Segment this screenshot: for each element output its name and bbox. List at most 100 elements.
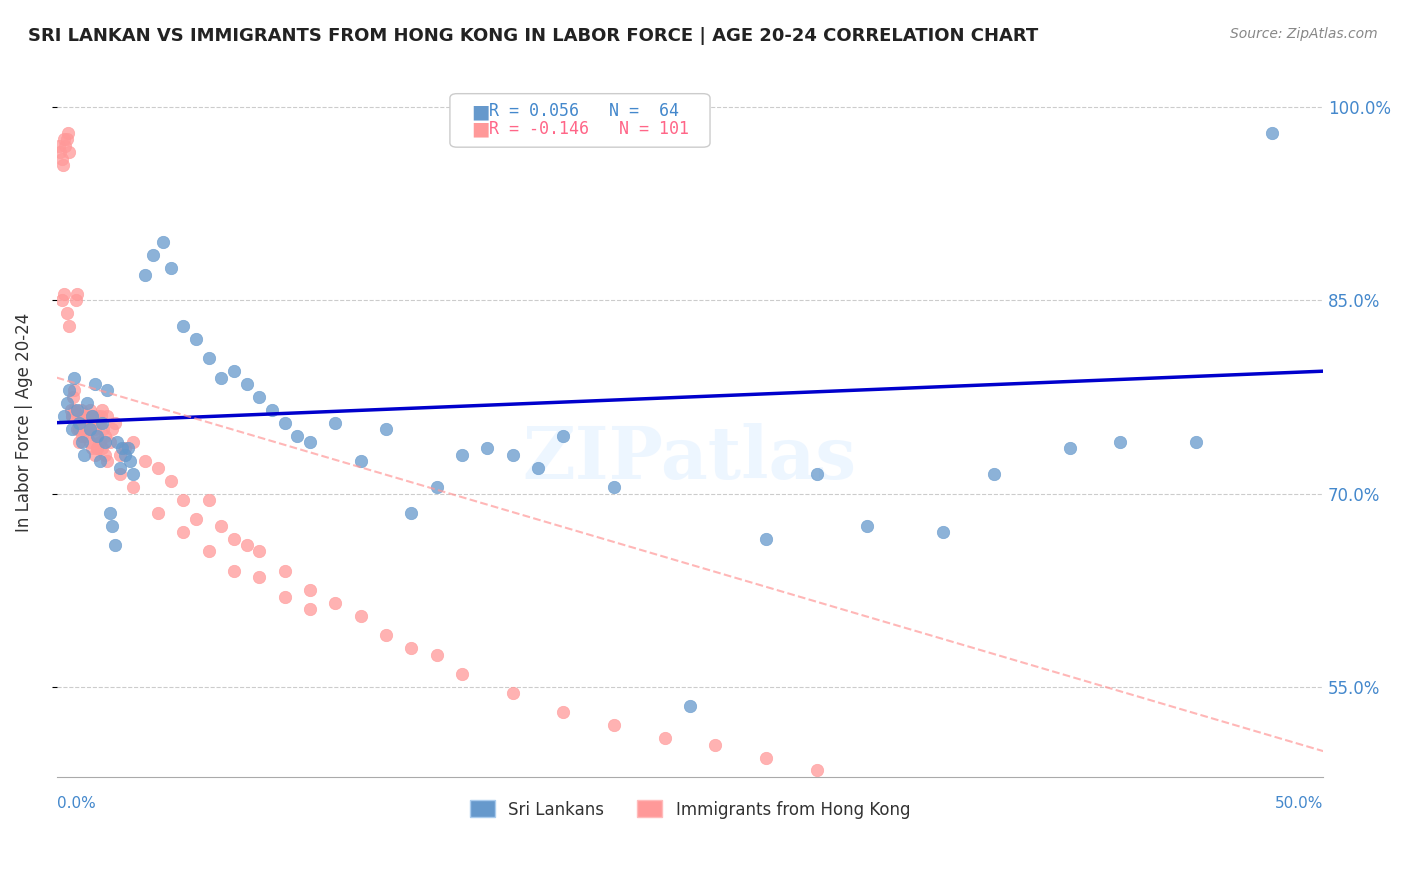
- Point: [51, 293, 73, 308]
- Point: [323, 416, 346, 430]
- Point: [72, 409, 94, 424]
- Text: R = 0.056   N =  64: R = 0.056 N = 64: [489, 103, 679, 120]
- Point: [142, 248, 165, 262]
- Point: [374, 628, 396, 642]
- Point: [70, 416, 93, 430]
- Point: [298, 583, 321, 598]
- Point: [82, 409, 104, 424]
- Point: [426, 480, 449, 494]
- Point: [79, 402, 101, 417]
- Point: [101, 518, 124, 533]
- Point: [298, 435, 321, 450]
- Point: [89, 454, 111, 468]
- Text: Source: ZipAtlas.com: Source: ZipAtlas.com: [1230, 27, 1378, 41]
- Point: [222, 564, 245, 578]
- Point: [76, 428, 98, 442]
- Point: [983, 467, 1005, 482]
- Point: [172, 493, 194, 508]
- Point: [247, 390, 270, 404]
- Point: [114, 442, 136, 456]
- Point: [502, 686, 524, 700]
- Point: [856, 518, 879, 533]
- Point: [60, 409, 83, 424]
- Point: [114, 448, 136, 462]
- Point: [121, 467, 143, 482]
- Point: [553, 706, 575, 720]
- Point: [553, 428, 575, 442]
- Point: [56, 126, 79, 140]
- Point: [451, 666, 474, 681]
- Point: [96, 384, 118, 398]
- Point: [222, 364, 245, 378]
- Point: [146, 460, 169, 475]
- Point: [83, 377, 105, 392]
- Point: [49, 145, 72, 160]
- Point: [247, 570, 270, 584]
- Point: [323, 596, 346, 610]
- Point: [55, 138, 77, 153]
- Point: [108, 448, 131, 462]
- Point: [222, 532, 245, 546]
- Point: [67, 422, 90, 436]
- Point: [603, 480, 626, 494]
- Text: R = -0.146   N = 101: R = -0.146 N = 101: [489, 120, 689, 138]
- Point: [73, 416, 96, 430]
- Point: [527, 460, 550, 475]
- Point: [399, 506, 422, 520]
- Point: [70, 428, 93, 442]
- Text: R = -0.146   N = 101: R = -0.146 N = 101: [489, 120, 689, 138]
- Point: [98, 435, 121, 450]
- Point: [67, 435, 90, 450]
- Point: [66, 422, 89, 436]
- Point: [247, 544, 270, 558]
- Text: ■: ■: [471, 102, 489, 121]
- Point: [108, 460, 131, 475]
- Point: [374, 422, 396, 436]
- Point: [67, 416, 90, 430]
- Point: [806, 467, 828, 482]
- Point: [426, 648, 449, 662]
- Text: 0.0%: 0.0%: [56, 797, 96, 811]
- Point: [172, 525, 194, 540]
- Text: SRI LANKAN VS IMMIGRANTS FROM HONG KONG IN LABOR FORCE | AGE 20-24 CORRELATION C: SRI LANKAN VS IMMIGRANTS FROM HONG KONG …: [28, 27, 1039, 45]
- Point: [93, 422, 115, 436]
- Text: ■: ■: [471, 120, 489, 139]
- Point: [98, 506, 121, 520]
- Point: [654, 731, 676, 746]
- Point: [273, 564, 295, 578]
- Point: [704, 738, 727, 752]
- Point: [58, 319, 80, 334]
- Point: [63, 384, 86, 398]
- Y-axis label: In Labor Force | Age 20-24: In Labor Force | Age 20-24: [15, 313, 32, 533]
- Point: [75, 422, 97, 436]
- Point: [58, 384, 80, 398]
- Point: [73, 422, 96, 436]
- Point: [260, 402, 283, 417]
- Point: [285, 428, 308, 442]
- Point: [55, 306, 77, 320]
- Point: [89, 435, 111, 450]
- Point: [502, 448, 524, 462]
- Point: [932, 525, 955, 540]
- Point: [48, 138, 70, 153]
- Point: [184, 512, 207, 526]
- Point: [76, 396, 98, 410]
- Point: [91, 402, 114, 417]
- Point: [273, 416, 295, 430]
- Point: [80, 409, 103, 424]
- Point: [53, 409, 76, 424]
- Point: [197, 351, 219, 366]
- Point: [197, 544, 219, 558]
- Text: R = 0.056   N =  64: R = 0.056 N = 64: [489, 103, 679, 120]
- Point: [399, 641, 422, 656]
- Point: [108, 467, 131, 482]
- Point: [84, 428, 107, 442]
- Point: [65, 293, 87, 308]
- Point: [104, 416, 127, 430]
- Point: [235, 377, 257, 392]
- Point: [77, 422, 100, 436]
- Point: [80, 442, 103, 456]
- Point: [1109, 435, 1132, 450]
- Point: [63, 370, 86, 384]
- Point: [59, 402, 82, 417]
